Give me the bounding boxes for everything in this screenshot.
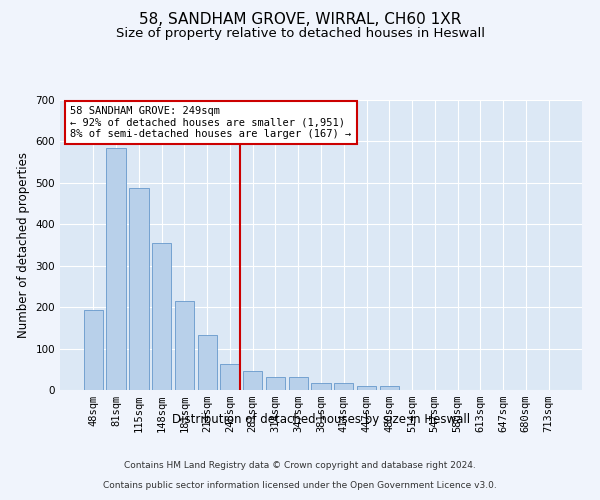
Text: Distribution of detached houses by size in Heswall: Distribution of detached houses by size … xyxy=(172,412,470,426)
Bar xyxy=(380,386,399,390)
Bar xyxy=(84,310,103,390)
Text: Size of property relative to detached houses in Heswall: Size of property relative to detached ho… xyxy=(115,28,485,40)
Bar xyxy=(197,335,217,390)
Bar xyxy=(311,384,331,390)
Bar xyxy=(357,386,376,390)
Bar xyxy=(175,301,194,390)
Bar xyxy=(266,377,285,390)
Bar xyxy=(220,364,239,390)
Text: Contains HM Land Registry data © Crown copyright and database right 2024.: Contains HM Land Registry data © Crown c… xyxy=(124,461,476,470)
Bar xyxy=(334,384,353,390)
Bar xyxy=(289,377,308,390)
Text: 58, SANDHAM GROVE, WIRRAL, CH60 1XR: 58, SANDHAM GROVE, WIRRAL, CH60 1XR xyxy=(139,12,461,28)
Text: Contains public sector information licensed under the Open Government Licence v3: Contains public sector information licen… xyxy=(103,481,497,490)
Y-axis label: Number of detached properties: Number of detached properties xyxy=(17,152,30,338)
Text: 58 SANDHAM GROVE: 249sqm
← 92% of detached houses are smaller (1,951)
8% of semi: 58 SANDHAM GROVE: 249sqm ← 92% of detach… xyxy=(70,106,352,139)
Bar xyxy=(106,148,126,390)
Bar xyxy=(152,243,172,390)
Bar xyxy=(243,372,262,390)
Bar xyxy=(129,188,149,390)
